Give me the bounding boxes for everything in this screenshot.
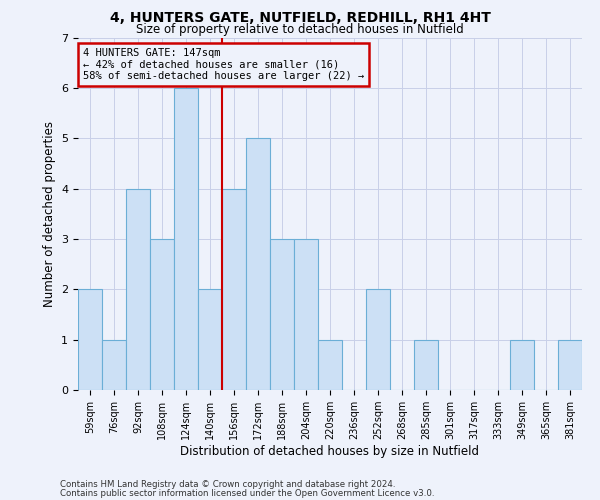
Bar — [126, 188, 150, 390]
Bar — [102, 340, 126, 390]
Bar — [78, 290, 102, 390]
Bar — [246, 138, 270, 390]
Bar — [270, 239, 294, 390]
Bar — [294, 239, 318, 390]
Text: Size of property relative to detached houses in Nutfield: Size of property relative to detached ho… — [136, 22, 464, 36]
Bar — [318, 340, 342, 390]
X-axis label: Distribution of detached houses by size in Nutfield: Distribution of detached houses by size … — [181, 445, 479, 458]
Bar — [150, 239, 174, 390]
Bar — [366, 290, 390, 390]
Bar — [174, 88, 198, 390]
Bar — [198, 290, 222, 390]
Y-axis label: Number of detached properties: Number of detached properties — [43, 120, 56, 306]
Bar — [414, 340, 438, 390]
Text: 4, HUNTERS GATE, NUTFIELD, REDHILL, RH1 4HT: 4, HUNTERS GATE, NUTFIELD, REDHILL, RH1 … — [110, 11, 490, 25]
Bar — [222, 188, 246, 390]
Bar — [558, 340, 582, 390]
Bar — [510, 340, 534, 390]
Text: 4 HUNTERS GATE: 147sqm
← 42% of detached houses are smaller (16)
58% of semi-det: 4 HUNTERS GATE: 147sqm ← 42% of detached… — [83, 48, 364, 82]
Text: Contains public sector information licensed under the Open Government Licence v3: Contains public sector information licen… — [60, 488, 434, 498]
Text: Contains HM Land Registry data © Crown copyright and database right 2024.: Contains HM Land Registry data © Crown c… — [60, 480, 395, 489]
